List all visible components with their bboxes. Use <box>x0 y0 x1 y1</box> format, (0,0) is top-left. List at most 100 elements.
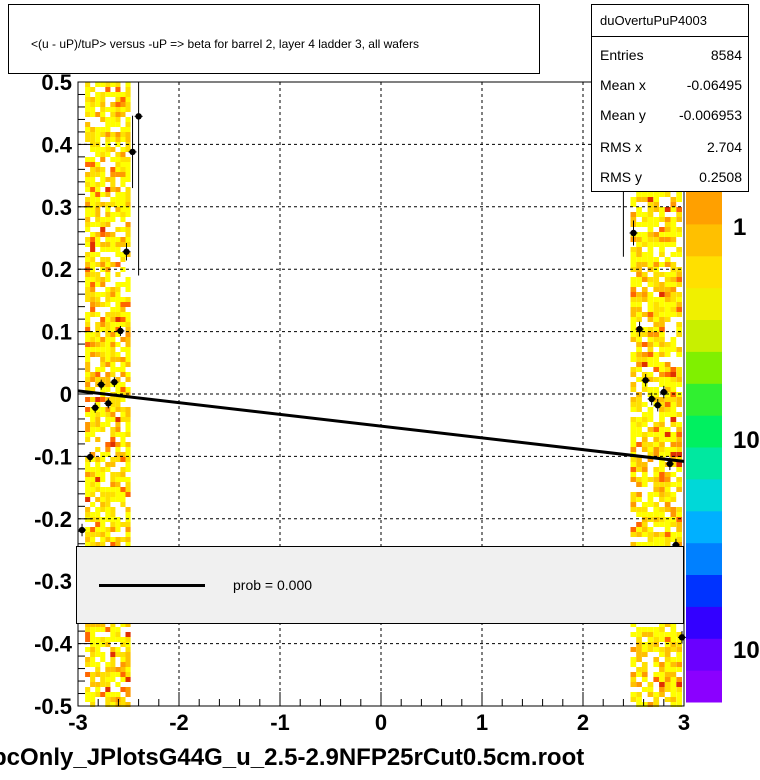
heat-cell-band-0 <box>125 147 131 152</box>
color-scale-step <box>686 447 722 480</box>
heat-cell-band-1 <box>664 477 671 482</box>
heat-cell-band-1 <box>676 687 682 692</box>
heat-cell-band-1 <box>647 377 654 382</box>
heat-cell-band-1 <box>664 382 671 387</box>
heat-cell-band-1 <box>636 277 642 282</box>
heat-cell-band-1 <box>653 297 660 302</box>
heat-cell-band-0 <box>105 677 111 682</box>
heat-cell-band-1 <box>653 677 660 682</box>
heat-cell-band-1 <box>670 337 677 342</box>
heat-cell-band-1 <box>676 652 682 657</box>
heat-cell-band-0 <box>95 447 101 452</box>
heat-cell-band-1 <box>664 492 671 497</box>
heat-cell-band-1 <box>647 342 654 347</box>
heat-cell-band-1 <box>659 537 665 542</box>
heat-cell-band-1 <box>670 472 677 477</box>
heat-cell-band-1 <box>630 447 637 452</box>
heat-cell-band-1 <box>670 242 677 247</box>
heat-cell-band-0 <box>115 497 121 502</box>
heat-cell-band-0 <box>120 657 126 662</box>
heat-cell-band-0 <box>125 622 131 627</box>
heat-cell-band-0 <box>90 657 96 662</box>
x-tick-label: -3 <box>68 710 88 735</box>
heat-cell-band-1 <box>630 407 637 412</box>
stats-separator <box>592 36 748 37</box>
heat-cell-band-1 <box>636 627 642 632</box>
heat-cell-band-0 <box>110 457 116 462</box>
heat-cell-band-0 <box>115 162 121 167</box>
heat-cell-band-1 <box>636 657 642 662</box>
heat-cell-band-0 <box>120 182 126 187</box>
heat-cell-band-1 <box>670 687 677 692</box>
heat-cell-band-1 <box>641 522 648 527</box>
heat-cell-band-1 <box>647 642 654 647</box>
x-tick-label: 3 <box>678 710 690 735</box>
heat-cell-band-0 <box>125 172 131 177</box>
heat-cell-band-0 <box>120 312 126 317</box>
heat-cell-band-1 <box>641 502 648 507</box>
heat-cell-band-0 <box>85 647 91 652</box>
color-scale-step <box>686 287 722 320</box>
data-point <box>123 248 130 255</box>
heat-cell-band-0 <box>100 502 106 507</box>
heat-cell-band-0 <box>85 692 91 697</box>
heat-cell-band-1 <box>641 332 648 337</box>
heat-cell-band-1 <box>664 637 671 642</box>
heat-cell-band-0 <box>90 632 96 637</box>
heat-cell-band-1 <box>653 197 660 202</box>
heat-cell-band-1 <box>653 322 660 327</box>
heat-cell-band-0 <box>105 507 111 512</box>
heat-cell-band-1 <box>664 292 671 297</box>
heat-cell-band-0 <box>100 637 106 642</box>
heat-cell-band-0 <box>105 342 111 347</box>
heat-cell-band-0 <box>90 172 96 177</box>
heat-cell-band-0 <box>115 192 121 197</box>
heat-cell-band-1 <box>647 447 654 452</box>
heat-cell-band-0 <box>90 262 96 267</box>
heat-cell-band-0 <box>115 427 121 432</box>
heat-cell-band-0 <box>125 222 131 227</box>
heat-cell-band-1 <box>630 367 637 372</box>
heat-cell-band-0 <box>105 212 111 217</box>
heat-cell-band-0 <box>105 417 111 422</box>
heat-cell-band-0 <box>100 347 106 352</box>
heat-cell-band-0 <box>85 102 91 107</box>
heat-cell-band-0 <box>120 157 126 162</box>
heat-cell-band-0 <box>105 287 111 292</box>
heat-cell-band-1 <box>653 222 660 227</box>
heat-cell-band-1 <box>647 412 654 417</box>
heat-cell-band-1 <box>653 277 660 282</box>
heat-cell-band-1 <box>676 507 682 512</box>
heat-cell-band-1 <box>664 652 671 657</box>
heat-cell-band-1 <box>641 352 648 357</box>
heat-cell-band-0 <box>90 287 96 292</box>
heat-cell-band-1 <box>664 487 671 492</box>
x-tick-label: 1 <box>476 710 488 735</box>
heat-cell-band-1 <box>636 357 642 362</box>
heat-cell-band-0 <box>110 437 116 442</box>
heat-cell-band-1 <box>641 232 648 237</box>
heat-cell-band-0 <box>95 237 101 242</box>
heat-cell-band-1 <box>676 192 682 197</box>
heat-cell-band-1 <box>636 222 642 227</box>
heat-cell-band-1 <box>636 272 642 277</box>
heat-cell-band-0 <box>100 457 106 462</box>
heat-cell-band-0 <box>95 252 101 257</box>
heat-cell-band-1 <box>641 527 648 532</box>
heat-cell-band-0 <box>125 322 131 327</box>
heat-cell-band-0 <box>100 232 106 237</box>
heat-cell-band-0 <box>90 337 96 342</box>
heat-cell-band-0 <box>125 347 131 352</box>
heat-cell-band-0 <box>100 302 106 307</box>
heat-cell-band-1 <box>670 312 677 317</box>
heat-cell-band-1 <box>647 297 654 302</box>
heat-cell-band-1 <box>659 687 665 692</box>
heat-cell-band-0 <box>100 127 106 132</box>
heat-cell-band-1 <box>670 412 677 417</box>
heat-cell-band-1 <box>676 522 682 527</box>
heat-cell-band-0 <box>85 627 91 632</box>
heat-cell-band-0 <box>120 452 126 457</box>
color-scale-label: 10 <box>733 637 760 664</box>
heat-cell-band-0 <box>95 652 101 657</box>
heat-cell-band-1 <box>659 292 665 297</box>
